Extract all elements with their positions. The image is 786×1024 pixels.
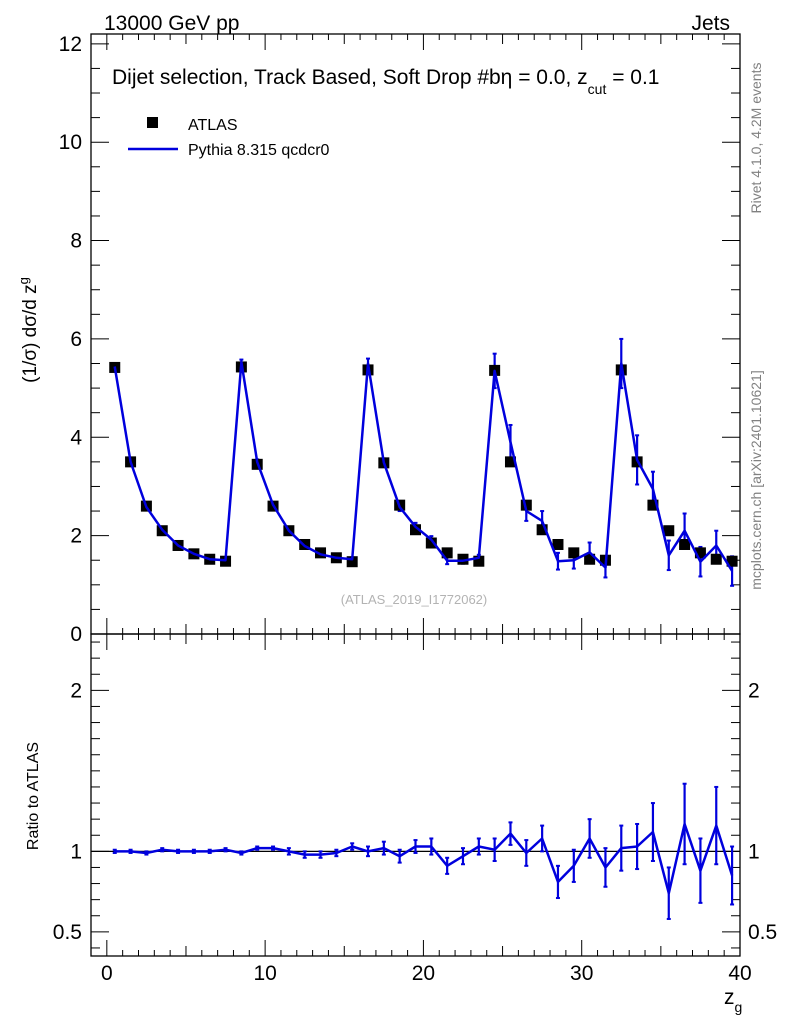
- ratio-y-tick-label: 1: [70, 840, 82, 863]
- main-y-tick-label: 6: [70, 328, 82, 351]
- ratio-y-tick-label: 2: [70, 679, 82, 702]
- main-y-tick-label: 12: [59, 33, 82, 56]
- atlas-data-point: [425, 537, 437, 549]
- ratio-y-axis-label: Ratio to ATLAS: [25, 742, 42, 850]
- atlas-data-point: [315, 547, 327, 559]
- ratio-y-tick-label-right: 2: [748, 679, 760, 702]
- legend-title: Dijet selection, Track Based, Soft Drop …: [112, 66, 660, 97]
- atlas-data-point: [694, 547, 706, 559]
- atlas-data-point: [473, 555, 485, 567]
- atlas-data-point: [346, 556, 358, 568]
- x-tick-label: 0: [101, 962, 113, 985]
- header-left: 13000 GeV pp: [104, 12, 239, 35]
- ratio-plot-panel: 0 10 20 30 40 0.5 0.5 1 1 2 2: [53, 633, 777, 985]
- ratio-series-line: [114, 822, 734, 895]
- main-y-axis-label-subscript: g: [16, 277, 31, 284]
- atlas-data-point: [710, 553, 722, 565]
- atlas-data-point: [410, 524, 421, 536]
- legend-atlas-marker: [147, 117, 158, 128]
- rivet-version-text: Rivet 4.1.0, 4.2M events: [748, 63, 764, 214]
- main-plot-panel: 0 2 4 6 8 10 12: [59, 33, 741, 646]
- ratio-y-tick-label-right: 1: [748, 840, 760, 863]
- x-axis-label-main: z: [724, 986, 735, 1009]
- atlas-data-point: [552, 538, 564, 550]
- main-y-axis-label: (1/σ) dσ/d zg: [16, 277, 41, 383]
- atlas-data-point: [663, 525, 675, 537]
- main-y-tick-label: 8: [70, 230, 82, 253]
- atlas-data-point: [457, 553, 469, 565]
- legend-atlas-label: ATLAS: [188, 117, 238, 134]
- x-axis-label: zg: [724, 986, 742, 1015]
- header-right: Jets: [691, 12, 730, 35]
- atlas-data-point: [726, 555, 738, 567]
- atlas-data-point: [584, 553, 596, 565]
- main-y-tick-label: 10: [59, 131, 82, 154]
- x-axis-label-subscript: g: [735, 999, 743, 1015]
- atlas-data-point: [441, 547, 453, 559]
- main-y-tick-label: 0: [70, 623, 82, 646]
- main-y-tick-label: 2: [70, 525, 82, 548]
- x-tick-label: 20: [412, 962, 435, 985]
- legend-title-subscript: cut: [588, 81, 607, 97]
- analysis-watermark: (ATLAS_2019_I1772062): [341, 592, 487, 607]
- x-tick-label: 40: [728, 962, 751, 985]
- atlas-data-point: [647, 499, 659, 511]
- ratio-frame: [90, 633, 741, 957]
- atlas-data-point: [520, 499, 532, 511]
- atlas-data-point: [679, 538, 691, 550]
- legend-title-main: Dijet selection, Track Based, Soft Drop …: [112, 66, 588, 89]
- main-y-axis-label-main: (1/σ) dσ/d z: [20, 284, 41, 382]
- atlas-data-point: [536, 524, 548, 536]
- ratio-y-tick-label: 0.5: [53, 921, 82, 944]
- atlas-data-point: [568, 547, 580, 559]
- mcplots-credit-text: mcplots.cern.ch [arXiv:2401.10621]: [748, 370, 764, 589]
- main-y-tick-label: 4: [70, 426, 82, 449]
- legend-title-tail: = 0.1: [606, 66, 659, 89]
- x-tick-label: 30: [570, 962, 593, 985]
- atlas-data-point: [504, 456, 516, 468]
- ratio-y-tick-label-right: 0.5: [748, 921, 777, 944]
- legend-pythia-label: Pythia 8.315 qcdcr0: [188, 142, 330, 159]
- pythia-series-line: [113, 360, 734, 572]
- x-tick-label: 10: [253, 962, 276, 985]
